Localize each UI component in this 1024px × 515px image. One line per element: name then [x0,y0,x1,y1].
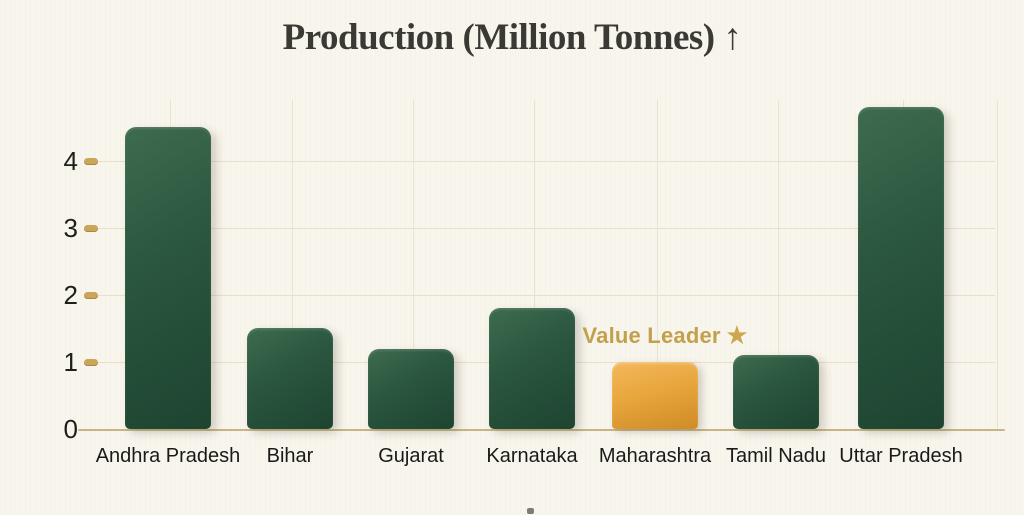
grid-line-horizontal [96,228,995,229]
y-axis-tick-icon [84,158,98,165]
bar-andhra-pradesh [125,127,211,429]
y-axis-tick-icon [84,292,98,299]
y-axis-tick-label: 3 [63,213,78,243]
bar-karnataka [489,308,575,429]
grid-line-vertical [657,100,658,429]
bar-maharashtra [612,362,698,429]
bar-uttar-pradesh [858,107,944,429]
x-axis-line [78,429,1005,431]
grid-line-vertical [292,100,293,429]
grid-line-vertical [778,100,779,429]
bar-gujarat [368,349,454,429]
grid-line-horizontal [96,295,995,296]
x-axis-label-maharashtra: Maharashtra [598,445,712,467]
y-axis-tick-label: 4 [63,146,78,176]
y-axis-tick-label: 1 [63,347,78,377]
y-axis-tick-icon [84,359,98,366]
y-axis-tick-label: 0 [63,414,78,444]
x-axis-label-andhra-pradesh: Andhra Pradesh [95,445,241,467]
x-axis-label-uttar-pradesh: Uttar Pradesh [839,445,963,467]
x-axis-label-tamil-nadu: Tamil Nadu [725,445,827,467]
star-icon: ★ [726,322,748,348]
bottom-artifact-mark [527,508,534,514]
grid-line-vertical [997,100,998,429]
grid-line-vertical [413,100,414,429]
bar-bihar [247,328,333,429]
x-axis-label-bihar: Bihar [266,445,314,467]
value-leader-annotation: Value Leader ★ [554,322,776,349]
x-axis-label-gujarat: Gujarat [378,445,444,467]
grid-line-horizontal [96,161,995,162]
chart-title: Production (Million Tonnes) ↑ [282,17,742,58]
annotation-label: Value Leader [582,323,721,348]
bar-tamil-nadu [733,355,819,429]
x-axis-label-karnataka: Karnataka [486,445,578,467]
y-axis-tick-icon [84,225,98,232]
y-axis-tick-label: 2 [63,280,78,310]
grid-line-vertical [534,100,535,429]
